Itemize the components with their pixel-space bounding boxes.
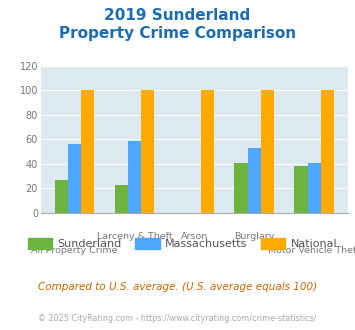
Text: © 2025 CityRating.com - https://www.cityrating.com/crime-statistics/: © 2025 CityRating.com - https://www.city…	[38, 314, 317, 323]
Bar	[55, 180, 68, 213]
Bar	[128, 141, 141, 213]
Text: All Property Crime: All Property Crime	[31, 246, 118, 255]
Legend: Sunderland, Massachusetts, National: Sunderland, Massachusetts, National	[23, 234, 342, 253]
Bar	[201, 90, 214, 213]
Text: Burglary: Burglary	[234, 232, 274, 241]
Text: Arson: Arson	[181, 232, 208, 241]
Bar	[261, 90, 274, 213]
Text: Compared to U.S. average. (U.S. average equals 100): Compared to U.S. average. (U.S. average …	[38, 282, 317, 292]
Bar	[81, 90, 94, 213]
Bar	[68, 144, 81, 213]
Text: Motor Vehicle Theft: Motor Vehicle Theft	[268, 246, 355, 255]
Bar	[235, 163, 248, 213]
Bar	[321, 90, 334, 213]
Text: Property Crime Comparison: Property Crime Comparison	[59, 26, 296, 41]
Bar	[307, 163, 321, 213]
Bar	[248, 148, 261, 213]
Bar	[294, 166, 307, 213]
Bar	[141, 90, 154, 213]
Bar	[115, 185, 128, 213]
Text: Larceny & Theft: Larceny & Theft	[97, 232, 172, 241]
Text: 2019 Sunderland: 2019 Sunderland	[104, 8, 251, 23]
